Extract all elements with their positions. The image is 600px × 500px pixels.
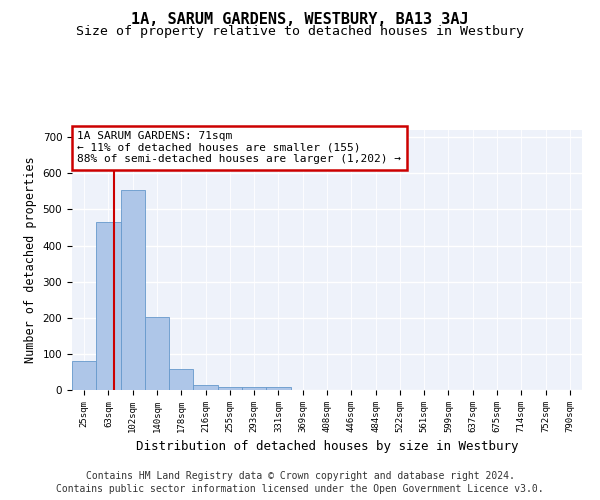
Bar — [193, 384, 218, 390]
Bar — [242, 387, 266, 390]
Y-axis label: Number of detached properties: Number of detached properties — [24, 156, 37, 364]
Bar — [169, 370, 193, 390]
Bar — [96, 222, 121, 390]
Text: Contains HM Land Registry data © Crown copyright and database right 2024.: Contains HM Land Registry data © Crown c… — [86, 471, 514, 481]
Bar — [145, 316, 169, 390]
Text: Contains public sector information licensed under the Open Government Licence v3: Contains public sector information licen… — [56, 484, 544, 494]
Text: 1A SARUM GARDENS: 71sqm
← 11% of detached houses are smaller (155)
88% of semi-d: 1A SARUM GARDENS: 71sqm ← 11% of detache… — [77, 132, 401, 164]
Bar — [72, 361, 96, 390]
X-axis label: Distribution of detached houses by size in Westbury: Distribution of detached houses by size … — [136, 440, 518, 454]
Bar — [121, 190, 145, 390]
Bar — [266, 387, 290, 390]
Bar — [218, 387, 242, 390]
Text: Size of property relative to detached houses in Westbury: Size of property relative to detached ho… — [76, 25, 524, 38]
Text: 1A, SARUM GARDENS, WESTBURY, BA13 3AJ: 1A, SARUM GARDENS, WESTBURY, BA13 3AJ — [131, 12, 469, 28]
